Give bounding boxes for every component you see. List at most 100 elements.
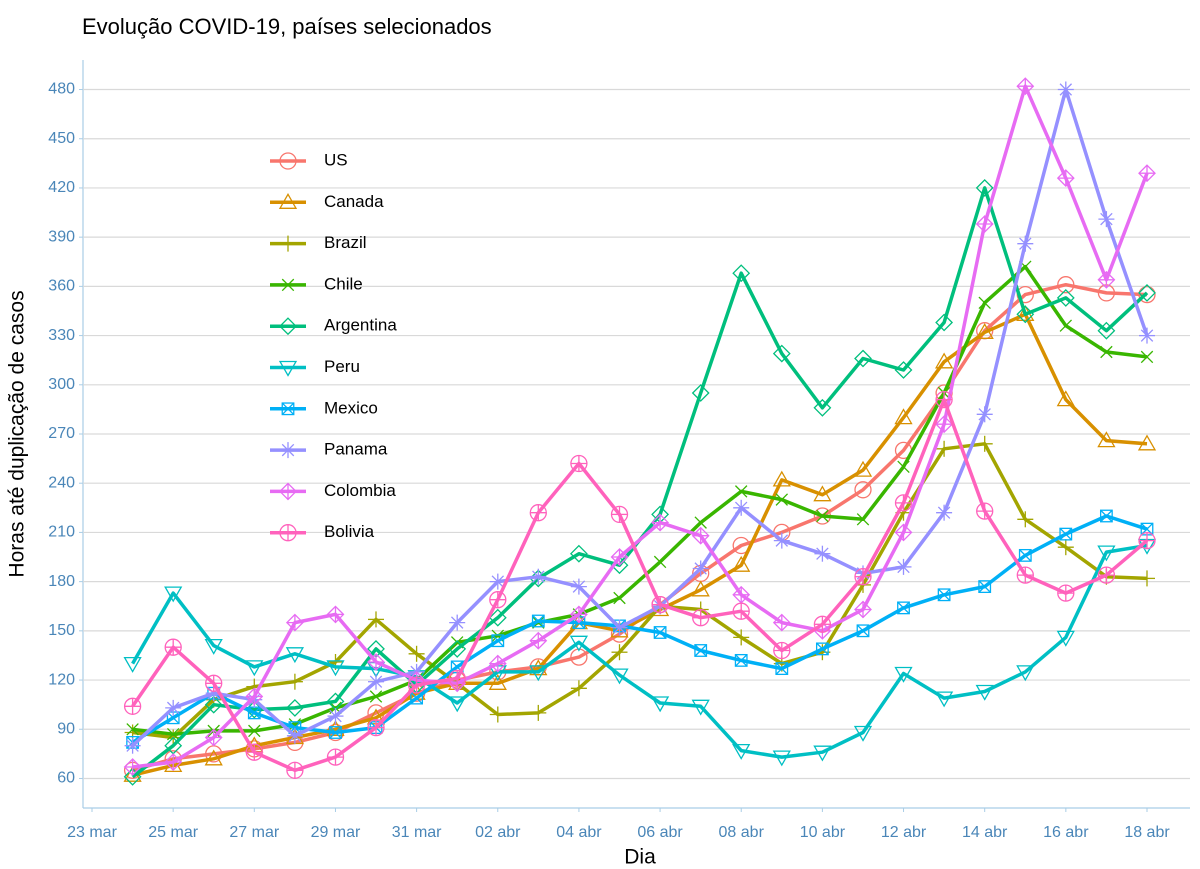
marker-shape (775, 493, 789, 506)
marker-shape (691, 526, 710, 545)
point-marker (772, 613, 791, 632)
marker-shape (1138, 283, 1156, 302)
marker-shape (369, 675, 383, 688)
marker-shape (978, 580, 992, 594)
y-tick-label: 90 (57, 720, 75, 737)
marker-shape (854, 349, 872, 368)
marker-shape (1140, 350, 1154, 364)
point-marker (935, 390, 953, 409)
point-marker (894, 666, 913, 683)
point-marker (1059, 319, 1073, 332)
marker-shape (410, 691, 423, 705)
point-marker (691, 526, 710, 545)
y-tick-label: 120 (48, 671, 75, 688)
point-marker (530, 568, 547, 585)
series-line (132, 442, 1148, 740)
point-marker (285, 647, 305, 664)
point-marker (1059, 527, 1073, 541)
marker-shape (450, 636, 464, 649)
marker-shape (935, 313, 954, 332)
legend-label: Panama (324, 440, 388, 459)
point-marker (894, 523, 913, 542)
point-marker (813, 745, 832, 762)
x-tick-label: 06 abr (637, 824, 683, 841)
marker-shape (1016, 665, 1035, 682)
marker-shape (610, 548, 629, 566)
legend-label: Peru (324, 357, 360, 376)
point-marker (1138, 283, 1156, 302)
marker-shape (813, 745, 832, 762)
legend-label: Mexico (324, 398, 378, 417)
point-marker (1097, 270, 1116, 289)
point-marker (613, 591, 626, 605)
marker-shape (1097, 321, 1116, 340)
point-marker (570, 680, 587, 697)
legend-marker (279, 152, 297, 170)
marker-shape (694, 644, 708, 657)
marker-shape (935, 415, 954, 434)
point-marker (285, 698, 304, 717)
marker-shape (734, 485, 748, 498)
point-marker (164, 586, 183, 603)
marker-shape (691, 384, 710, 402)
point-marker (123, 697, 142, 715)
marker-shape (734, 501, 748, 515)
point-marker (732, 602, 750, 620)
point-marker (529, 665, 548, 682)
point-marker (1100, 345, 1113, 359)
point-marker (1138, 285, 1156, 304)
point-marker (204, 749, 223, 766)
point-marker (976, 435, 993, 452)
point-marker (691, 699, 710, 716)
point-marker (1140, 350, 1154, 364)
point-marker (488, 608, 507, 627)
point-marker (772, 470, 791, 487)
point-marker (895, 558, 912, 575)
point-marker (1139, 327, 1155, 344)
x-axis-title: Dia (624, 846, 656, 869)
marker-shape (123, 767, 142, 786)
point-marker (772, 344, 791, 363)
marker-shape (897, 601, 910, 615)
legend-label: Bolivia (324, 522, 375, 541)
marker-shape (278, 360, 298, 377)
marker-shape (569, 605, 588, 624)
marker-shape (732, 555, 751, 572)
point-marker (448, 669, 466, 688)
marker-shape (164, 756, 183, 773)
point-marker (245, 743, 263, 761)
point-marker (611, 619, 628, 636)
marker-shape (691, 699, 710, 716)
marker-shape (937, 588, 951, 602)
y-tick-label: 450 (48, 130, 75, 147)
point-marker (1017, 235, 1034, 252)
point-marker (1097, 321, 1116, 340)
marker-shape (1100, 212, 1113, 226)
point-marker (126, 723, 139, 736)
point-marker (691, 384, 710, 402)
marker-shape (245, 687, 264, 706)
marker-shape (1097, 270, 1116, 289)
point-marker (936, 440, 953, 457)
point-marker (327, 708, 344, 725)
x-tick-label: 04 abr (556, 824, 602, 841)
marker-shape (329, 726, 342, 739)
marker-shape (123, 656, 142, 673)
marker-shape (1100, 345, 1113, 359)
legend-marker (278, 192, 298, 209)
marker-shape (775, 662, 789, 676)
marker-shape (531, 614, 545, 628)
x-tick-label: 12 abr (881, 824, 927, 841)
marker-shape (854, 600, 872, 619)
marker-shape (732, 743, 751, 760)
marker-shape (978, 296, 991, 310)
point-marker (894, 408, 913, 425)
point-marker (1139, 570, 1155, 587)
point-marker (692, 560, 709, 577)
point-marker (853, 460, 873, 477)
marker-shape (532, 614, 545, 628)
point-marker (448, 696, 467, 713)
marker-shape (285, 698, 304, 717)
marker-shape (279, 152, 297, 170)
marker-shape (1019, 237, 1032, 250)
